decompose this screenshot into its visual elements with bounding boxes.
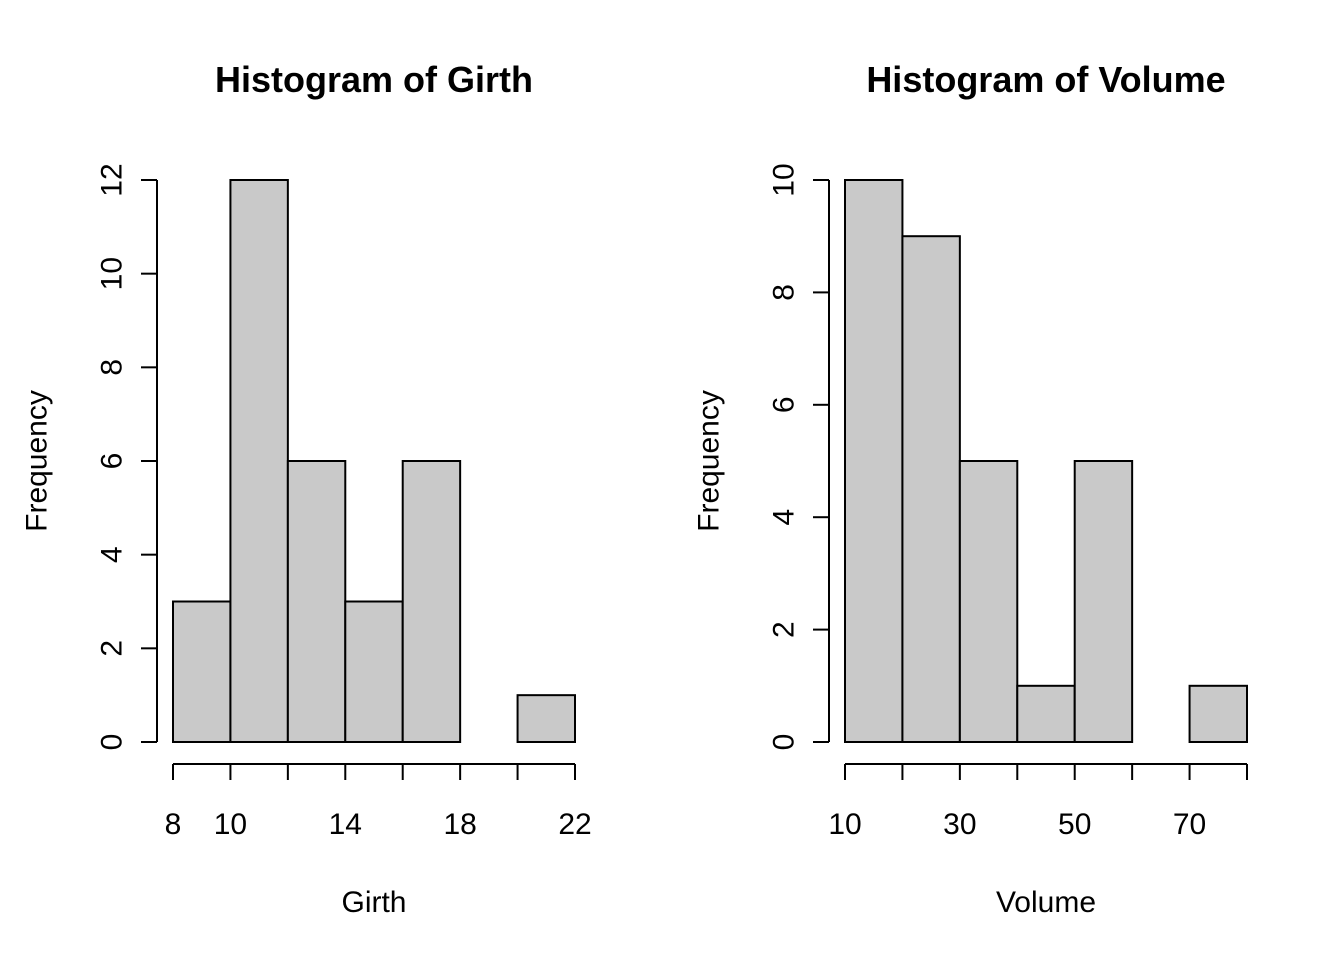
histogram-bar [1016,684,1076,743]
y-tick-label: 0 [96,734,129,751]
y-tick-label: 4 [768,509,801,526]
y-tick-label: 6 [768,396,801,413]
histogram-bar [1073,460,1134,743]
y-axis: 0 2 4 6 8 10 12 [96,163,158,750]
y-axis-label: Frequency [693,390,726,532]
chart-title: Histogram of Volume [866,59,1225,100]
y-axis: 0 2 4 6 8 10 [768,163,830,750]
histogram-bar [844,179,904,743]
histogram-bars [844,179,1248,743]
x-tick-label: 22 [558,808,591,841]
x-tick-label: 10 [214,808,247,841]
girth-histogram-panel: Histogram of Girth Frequency Girth 0 2 4 6 8… [21,59,592,919]
chart-title: Histogram of Girth [215,59,533,100]
y-tick-label: 8 [96,359,129,376]
x-axis: 10 30 50 70 [828,763,1248,841]
histogram-bars [172,179,576,744]
histogram-bar [229,179,289,743]
y-tick-label: 8 [768,284,801,301]
histogram-bar [172,600,232,743]
x-tick-label: 8 [165,808,182,841]
x-tick-label: 18 [443,808,476,841]
y-tick-label: 4 [96,546,129,563]
x-axis-label: Volume [996,886,1096,919]
y-tick-label: 2 [96,640,129,657]
y-tick-label: 2 [768,621,801,638]
y-tick-label: 0 [768,734,801,751]
histogram-bar [401,460,462,743]
x-axis: 8 10 14 18 22 [165,763,592,841]
histogram-bar [958,460,1019,743]
histogram-bar [1188,684,1248,743]
y-tick-label: 10 [768,163,801,196]
y-tick-label: 10 [96,257,129,290]
histogram-bar [344,600,404,743]
volume-histogram-panel: Histogram of Volume Frequency Volume 0 2 4… [693,59,1248,919]
y-tick-label: 12 [96,163,129,196]
y-tick-label: 6 [96,453,129,470]
x-axis-label: Girth [341,886,406,919]
x-tick-label: 10 [828,808,861,841]
histogram-bar [516,694,576,744]
histogram-bar [286,460,347,743]
x-tick-label: 14 [329,808,362,841]
histogram-bar [901,235,961,743]
x-tick-label: 70 [1173,808,1206,841]
y-axis-label: Frequency [21,390,54,532]
x-tick-label: 30 [943,808,976,841]
x-tick-label: 50 [1058,808,1091,841]
